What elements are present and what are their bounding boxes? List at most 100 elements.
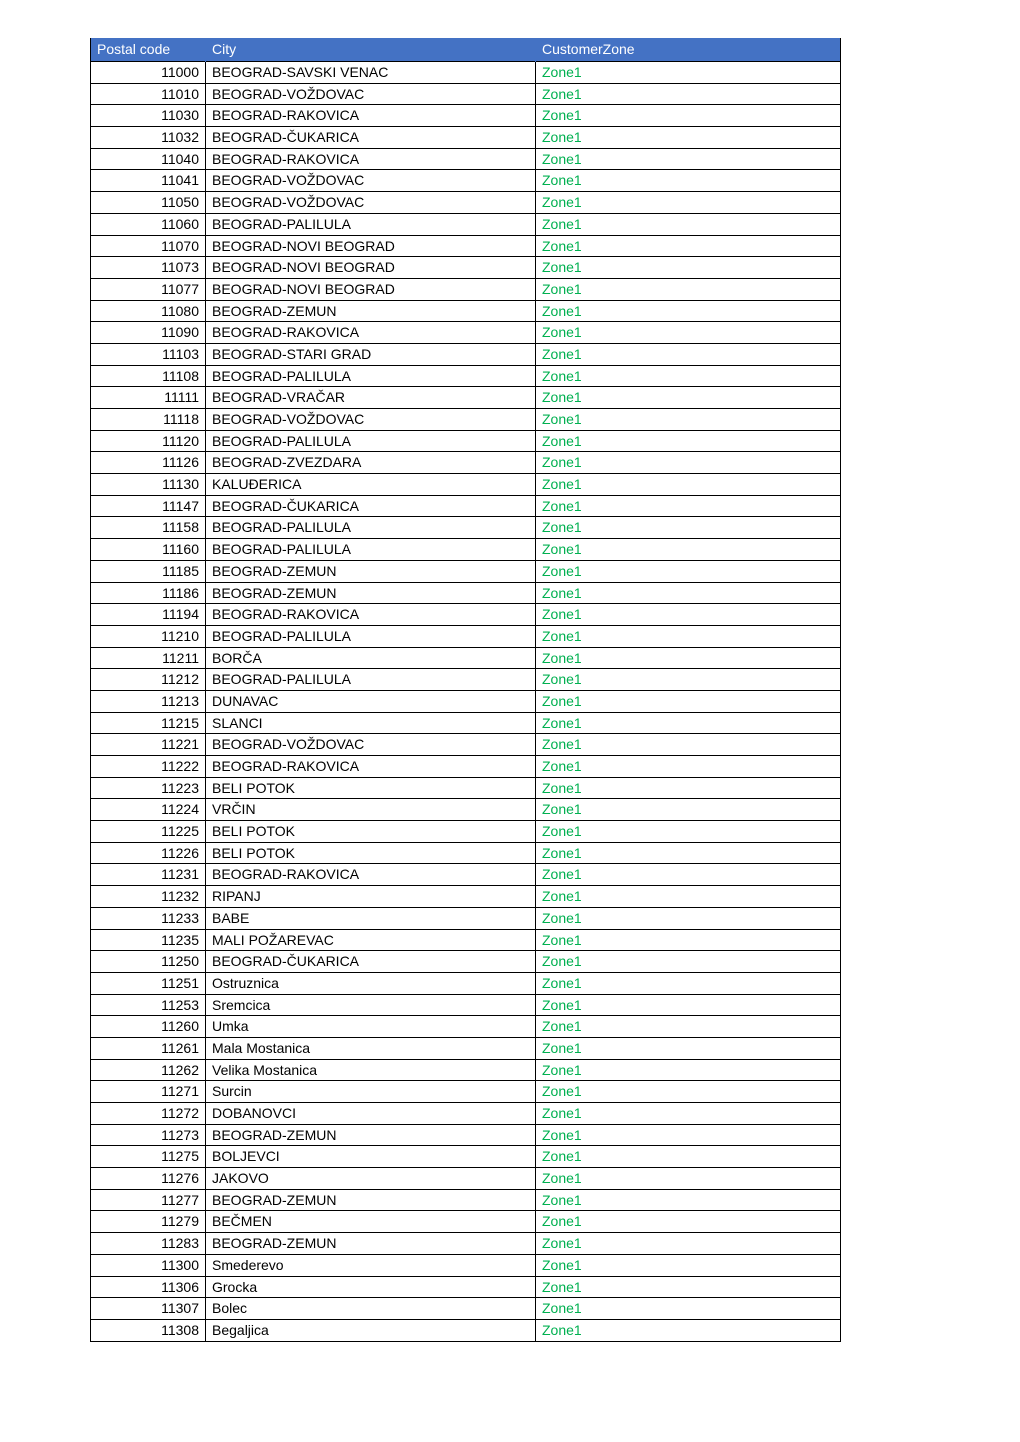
cell-postal: 11250 <box>91 951 206 973</box>
cell-zone: Zone1 <box>536 148 841 170</box>
cell-city: BEOGRAD-NOVI BEOGRAD <box>206 235 536 257</box>
table-row: 11260UmkaZone1 <box>91 1016 841 1038</box>
cell-city: BEOGRAD-PALILULA <box>206 539 536 561</box>
cell-city: Ostruznica <box>206 972 536 994</box>
cell-city: BEOGRAD-NOVI BEOGRAD <box>206 278 536 300</box>
cell-city: BEOGRAD-RAKOVICA <box>206 322 536 344</box>
cell-postal: 11050 <box>91 192 206 214</box>
cell-city: BEOGRAD-RAKOVICA <box>206 756 536 778</box>
cell-postal: 11040 <box>91 148 206 170</box>
cell-postal: 11108 <box>91 365 206 387</box>
cell-zone: Zone1 <box>536 1189 841 1211</box>
cell-postal: 11032 <box>91 127 206 149</box>
table-row: 11186BEOGRAD-ZEMUNZone1 <box>91 582 841 604</box>
table-row: 11300SmederevoZone1 <box>91 1254 841 1276</box>
cell-zone: Zone1 <box>536 1016 841 1038</box>
column-header-zone: CustomerZone <box>536 38 841 62</box>
cell-zone: Zone1 <box>536 799 841 821</box>
cell-city: BEOGRAD-PALILULA <box>206 365 536 387</box>
table-row: 11103BEOGRAD-STARI GRADZone1 <box>91 343 841 365</box>
cell-zone: Zone1 <box>536 604 841 626</box>
cell-city: BEČMEN <box>206 1211 536 1233</box>
cell-postal: 11262 <box>91 1059 206 1081</box>
cell-zone: Zone1 <box>536 1103 841 1125</box>
cell-postal: 11118 <box>91 409 206 431</box>
cell-postal: 11130 <box>91 474 206 496</box>
cell-zone: Zone1 <box>536 235 841 257</box>
table-row: 11261Mala MostanicaZone1 <box>91 1037 841 1059</box>
cell-city: BEOGRAD-STARI GRAD <box>206 343 536 365</box>
table-row: 11050BEOGRAD-VOŽDOVACZone1 <box>91 192 841 214</box>
cell-city: BORČA <box>206 647 536 669</box>
cell-postal: 11235 <box>91 929 206 951</box>
cell-city: BEOGRAD-SAVSKI VENAC <box>206 62 536 84</box>
cell-city: BEOGRAD-ZEMUN <box>206 1233 536 1255</box>
cell-city: BEOGRAD-RAKOVICA <box>206 864 536 886</box>
table-row: 11276JAKOVOZone1 <box>91 1168 841 1190</box>
cell-postal: 11279 <box>91 1211 206 1233</box>
cell-postal: 11080 <box>91 300 206 322</box>
table-row: 11118BEOGRAD-VOŽDOVACZone1 <box>91 409 841 431</box>
cell-postal: 11186 <box>91 582 206 604</box>
cell-city: BEOGRAD-ZVEZDARA <box>206 452 536 474</box>
cell-city: BEOGRAD-PALILULA <box>206 430 536 452</box>
cell-postal: 11160 <box>91 539 206 561</box>
cell-postal: 11232 <box>91 886 206 908</box>
cell-postal: 11077 <box>91 278 206 300</box>
page-container: Postal code City CustomerZone 11000BEOGR… <box>0 0 1020 1392</box>
cell-city: VRČIN <box>206 799 536 821</box>
cell-postal: 11111 <box>91 387 206 409</box>
cell-city: JAKOVO <box>206 1168 536 1190</box>
cell-zone: Zone1 <box>536 495 841 517</box>
cell-city: BEOGRAD-ZEMUN <box>206 1124 536 1146</box>
cell-zone: Zone1 <box>536 257 841 279</box>
table-row: 11060BEOGRAD-PALILULAZone1 <box>91 213 841 235</box>
cell-city: BEOGRAD-RAKOVICA <box>206 105 536 127</box>
cell-zone: Zone1 <box>536 582 841 604</box>
cell-city: Sremcica <box>206 994 536 1016</box>
table-row: 11262Velika MostanicaZone1 <box>91 1059 841 1081</box>
table-row: 11232RIPANJZone1 <box>91 886 841 908</box>
cell-city: BABE <box>206 907 536 929</box>
cell-zone: Zone1 <box>536 1168 841 1190</box>
table-row: 11221BEOGRAD-VOŽDOVACZone1 <box>91 734 841 756</box>
cell-zone: Zone1 <box>536 1081 841 1103</box>
cell-city: Grocka <box>206 1276 536 1298</box>
table-row: 11147BEOGRAD-ČUKARICAZone1 <box>91 495 841 517</box>
cell-postal: 11260 <box>91 1016 206 1038</box>
cell-postal: 11103 <box>91 343 206 365</box>
cell-zone: Zone1 <box>536 734 841 756</box>
cell-zone: Zone1 <box>536 387 841 409</box>
cell-postal: 11126 <box>91 452 206 474</box>
cell-postal: 11158 <box>91 517 206 539</box>
cell-city: RIPANJ <box>206 886 536 908</box>
cell-zone: Zone1 <box>536 1211 841 1233</box>
cell-postal: 11253 <box>91 994 206 1016</box>
table-row: 11275BOLJEVCIZone1 <box>91 1146 841 1168</box>
cell-zone: Zone1 <box>536 192 841 214</box>
cell-zone: Zone1 <box>536 886 841 908</box>
table-row: 11211BORČAZone1 <box>91 647 841 669</box>
cell-city: BEOGRAD-ČUKARICA <box>206 495 536 517</box>
column-header-city: City <box>206 38 536 62</box>
cell-postal: 11261 <box>91 1037 206 1059</box>
cell-city: BOLJEVCI <box>206 1146 536 1168</box>
cell-zone: Zone1 <box>536 1059 841 1081</box>
table-row: 11210BEOGRAD-PALILULAZone1 <box>91 625 841 647</box>
table-row: 11041BEOGRAD-VOŽDOVACZone1 <box>91 170 841 192</box>
table-row: 11073BEOGRAD-NOVI BEOGRADZone1 <box>91 257 841 279</box>
cell-city: BEOGRAD-VOŽDOVAC <box>206 734 536 756</box>
cell-zone: Zone1 <box>536 972 841 994</box>
cell-postal: 11070 <box>91 235 206 257</box>
table-row: 11253SremcicaZone1 <box>91 994 841 1016</box>
table-row: 11307BolecZone1 <box>91 1298 841 1320</box>
cell-zone: Zone1 <box>536 1124 841 1146</box>
cell-zone: Zone1 <box>536 365 841 387</box>
cell-city: BEOGRAD-VOŽDOVAC <box>206 170 536 192</box>
table-row: 11271SurcinZone1 <box>91 1081 841 1103</box>
table-row: 11251OstruznicaZone1 <box>91 972 841 994</box>
cell-zone: Zone1 <box>536 322 841 344</box>
cell-zone: Zone1 <box>536 83 841 105</box>
cell-zone: Zone1 <box>536 1146 841 1168</box>
table-row: 11000BEOGRAD-SAVSKI VENACZone1 <box>91 62 841 84</box>
